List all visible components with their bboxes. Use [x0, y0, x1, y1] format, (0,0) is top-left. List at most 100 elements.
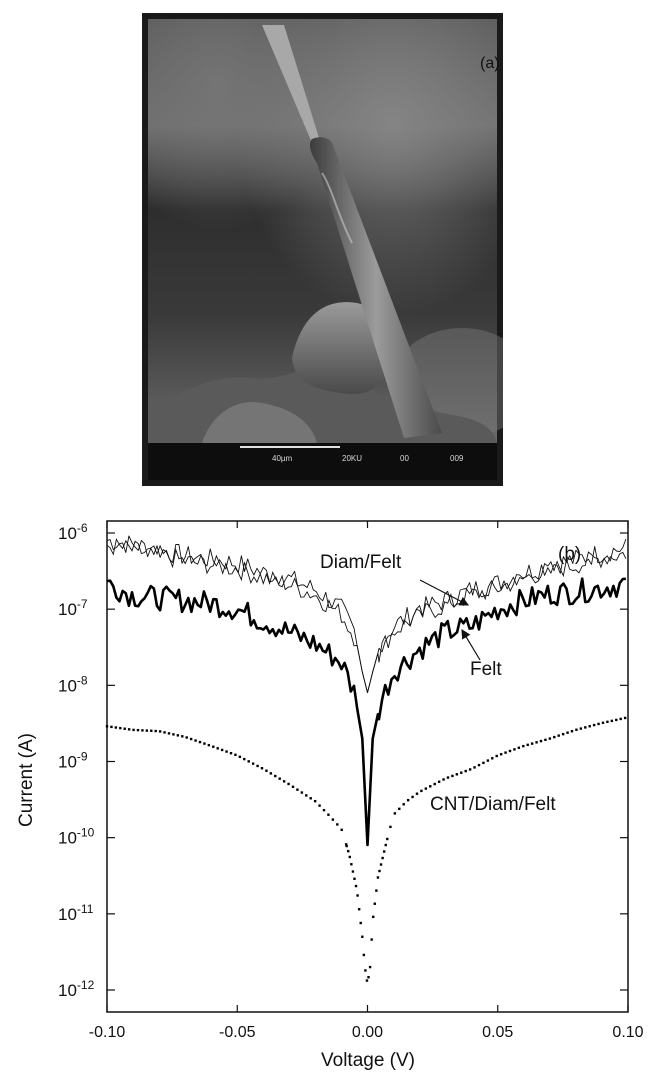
x-tick-label: 0.10 — [612, 1024, 643, 1041]
data-point — [336, 823, 339, 826]
data-point — [619, 717, 622, 721]
data-point — [535, 741, 538, 744]
data-point — [256, 764, 259, 768]
data-point — [282, 780, 286, 783]
data-point — [300, 791, 304, 794]
data-point — [517, 746, 521, 749]
data-point — [601, 721, 605, 724]
data-point — [575, 728, 578, 731]
data-point — [370, 938, 373, 941]
y-tick-label: 10-11 — [58, 902, 94, 924]
series-diam-felt — [106, 535, 627, 694]
sem-micrograph: 40µm 20KU 00 009 S (a) — [142, 13, 532, 486]
data-point — [376, 876, 380, 879]
data-point — [579, 727, 583, 730]
sem-databar-field-1: 00 — [400, 454, 409, 463]
data-point — [592, 723, 596, 727]
data-point — [522, 744, 525, 748]
data-point — [154, 729, 157, 733]
data-point — [287, 782, 290, 786]
data-point — [402, 803, 405, 806]
data-point — [615, 718, 618, 722]
data-point — [260, 767, 264, 770]
data-point — [420, 789, 423, 793]
data-point — [216, 747, 219, 750]
data-point — [373, 902, 376, 905]
data-point — [372, 915, 375, 919]
data-point — [367, 976, 370, 979]
data-point — [548, 737, 552, 740]
data-point — [114, 726, 118, 729]
data-point — [570, 729, 574, 733]
series-cnt-diam-felt — [105, 716, 627, 982]
data-point — [274, 774, 277, 778]
data-point — [234, 753, 237, 757]
x-tick-label: 0.00 — [352, 1024, 383, 1041]
data-point — [437, 780, 441, 783]
data-point — [393, 812, 397, 815]
data-point — [225, 750, 228, 753]
data-point — [584, 726, 587, 729]
data-point — [504, 751, 507, 754]
data-point — [375, 889, 378, 892]
data-point — [530, 742, 534, 745]
data-point — [526, 743, 529, 747]
data-point — [357, 908, 361, 911]
data-point — [296, 788, 299, 791]
data-point — [110, 725, 113, 729]
panel-label-b: (b) — [558, 544, 581, 565]
data-point — [119, 726, 122, 730]
data-point — [379, 863, 383, 866]
data-point — [606, 720, 609, 724]
series-layer — [105, 535, 627, 982]
annotation-cnt-diam-felt: CNT/Diam/Felt — [430, 794, 556, 815]
data-point — [313, 799, 317, 803]
data-point — [495, 754, 498, 758]
data-point — [544, 738, 547, 742]
data-point — [566, 731, 569, 734]
data-point — [347, 849, 350, 853]
data-point — [348, 855, 351, 859]
data-point — [491, 757, 494, 760]
data-point — [442, 778, 445, 781]
data-point — [597, 722, 600, 726]
data-point — [411, 795, 414, 799]
data-point — [322, 808, 326, 812]
annotation-diam-felt: Diam/Felt — [320, 552, 402, 573]
sem-micrograph-panel: 40µm 20KU 00 009 S (a) — [142, 13, 532, 486]
data-point — [189, 737, 193, 741]
x-axis-ticks: -0.10 -0.05 0.00 0.05 0.10 — [89, 521, 644, 1041]
data-point — [163, 731, 166, 734]
iv-chart: -0.10 -0.05 0.00 0.05 0.10 10-6 10-7 10-8 10-9 1… — [16, 520, 644, 1071]
data-point — [318, 804, 321, 807]
y-tick-label: 10-9 — [58, 750, 88, 772]
data-point — [158, 730, 162, 733]
data-point — [446, 776, 450, 779]
data-point — [238, 755, 242, 759]
data-point — [127, 728, 131, 731]
data-point — [194, 739, 197, 742]
annotation-arrow — [461, 628, 481, 661]
data-point — [141, 729, 144, 732]
series-felt — [106, 577, 626, 847]
data-point — [229, 751, 233, 755]
data-point — [415, 792, 419, 795]
data-point — [477, 763, 481, 767]
data-point — [167, 732, 171, 735]
data-point — [181, 735, 184, 738]
data-point — [499, 753, 503, 756]
data-point — [105, 725, 109, 728]
series-line — [106, 577, 626, 847]
data-point — [433, 782, 436, 786]
data-point — [291, 785, 295, 788]
x-tick-label: 0.05 — [482, 1024, 513, 1041]
annotation-arrow — [419, 579, 470, 606]
data-point — [384, 843, 387, 847]
y-tick-label: 10-8 — [58, 673, 88, 695]
data-point — [464, 769, 467, 773]
data-point — [365, 979, 369, 982]
data-point — [539, 739, 543, 743]
data-point — [185, 736, 188, 739]
data-point — [278, 777, 281, 780]
data-point — [486, 759, 490, 762]
